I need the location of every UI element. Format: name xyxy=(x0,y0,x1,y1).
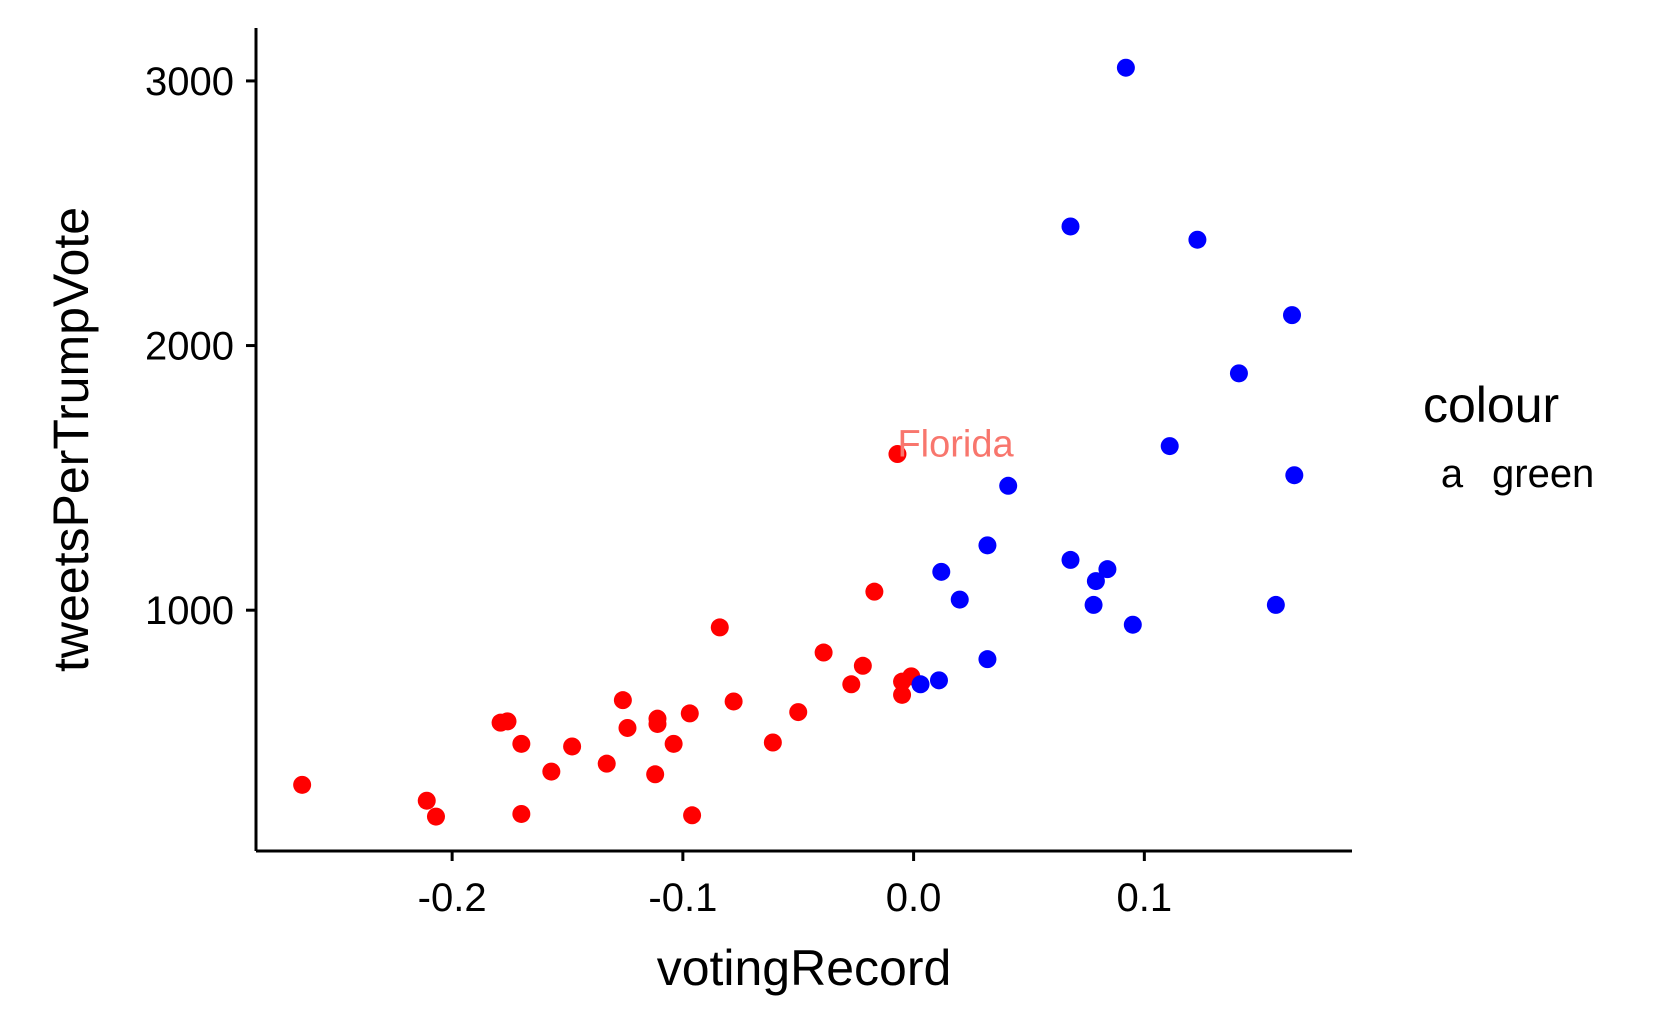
data-point xyxy=(1062,217,1080,235)
data-point xyxy=(648,715,666,733)
legend-key: a xyxy=(1441,452,1464,496)
data-point xyxy=(951,591,969,609)
data-point xyxy=(1267,596,1285,614)
y-tick-label: 1000 xyxy=(145,589,234,633)
data-point xyxy=(725,692,743,710)
data-point xyxy=(978,650,996,668)
annotations: Florida xyxy=(897,423,1014,465)
data-point xyxy=(1062,551,1080,569)
data-point xyxy=(815,644,833,662)
legend: colour a green xyxy=(1423,377,1594,496)
legend-label: green xyxy=(1492,452,1594,496)
data-point xyxy=(665,735,683,753)
data-point xyxy=(512,735,530,753)
legend-entries: a green xyxy=(1441,452,1594,496)
data-point xyxy=(1283,306,1301,324)
data-point xyxy=(512,805,530,823)
data-point xyxy=(1098,560,1116,578)
y-axis-ticks: 1000 2000 3000 xyxy=(145,60,256,633)
data-point xyxy=(418,792,436,810)
data-point xyxy=(1188,231,1206,249)
data-point xyxy=(842,675,860,693)
y-tick-label: 2000 xyxy=(145,325,234,369)
data-point xyxy=(1161,437,1179,455)
annotation-label: Florida xyxy=(897,423,1014,465)
data-point xyxy=(499,712,517,730)
x-axis-title: votingRecord xyxy=(657,940,952,996)
y-axis-title: tweetsPerTrumpVote xyxy=(43,207,99,672)
data-point xyxy=(999,477,1017,495)
data-point xyxy=(932,563,950,581)
data-point xyxy=(1285,466,1303,484)
data-point xyxy=(1230,364,1248,382)
data-point xyxy=(683,806,701,824)
y-tick-label: 3000 xyxy=(145,60,234,104)
x-axis-ticks: -0.2 -0.1 0.0 0.1 xyxy=(418,851,1172,920)
data-point xyxy=(681,704,699,722)
data-points xyxy=(293,59,1303,826)
data-point xyxy=(978,536,996,554)
x-tick-label: -0.2 xyxy=(418,876,487,920)
data-point xyxy=(1117,59,1135,77)
data-point xyxy=(854,657,872,675)
x-tick-label: -0.1 xyxy=(648,876,717,920)
data-point xyxy=(711,618,729,636)
data-point xyxy=(789,703,807,721)
data-point xyxy=(646,765,664,783)
data-point xyxy=(427,808,445,826)
data-point xyxy=(598,755,616,773)
data-point xyxy=(912,675,930,693)
legend-title: colour xyxy=(1423,377,1559,433)
data-point xyxy=(1124,616,1142,634)
data-point xyxy=(618,719,636,737)
data-point xyxy=(542,763,560,781)
data-point xyxy=(865,583,883,601)
data-point xyxy=(930,671,948,689)
plot-area: -0.2 -0.1 0.0 0.1 1000 2000 3000 Florida xyxy=(145,28,1352,920)
data-point xyxy=(893,686,911,704)
x-tick-label: 0.1 xyxy=(1117,876,1173,920)
data-point xyxy=(293,776,311,794)
x-tick-label: 0.0 xyxy=(886,876,942,920)
data-point xyxy=(614,691,632,709)
data-point xyxy=(563,737,581,755)
data-point xyxy=(764,734,782,752)
data-point xyxy=(1085,596,1103,614)
